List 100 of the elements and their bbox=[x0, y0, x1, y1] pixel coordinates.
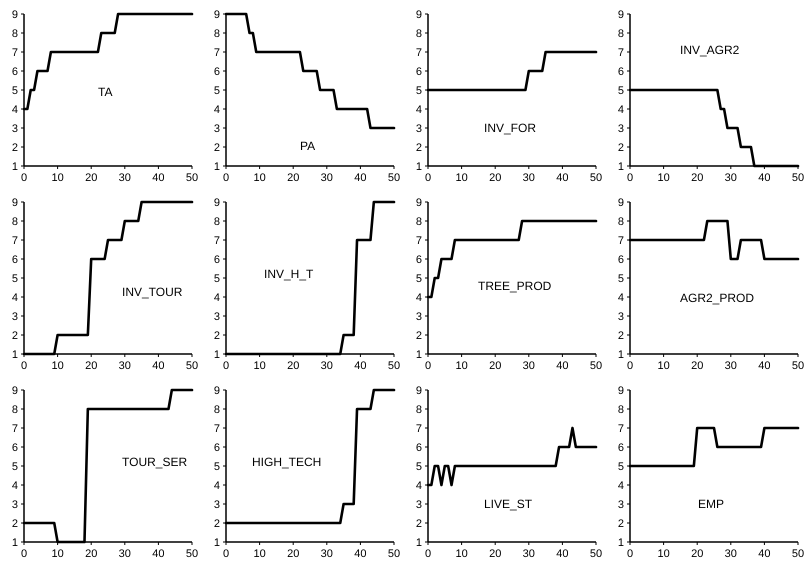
y-tick-label: 8 bbox=[214, 28, 220, 40]
y-tick-label: 1 bbox=[12, 160, 18, 173]
x-tick-label: 0 bbox=[626, 172, 634, 184]
y-tick-label: 9 bbox=[416, 196, 422, 209]
y-tick-label: 1 bbox=[618, 160, 624, 173]
y-tick-label: 8 bbox=[12, 28, 18, 40]
text: INV_H_T bbox=[264, 267, 314, 281]
text: LIVE_ST bbox=[484, 497, 533, 511]
y-tick-label: 2 bbox=[12, 142, 18, 154]
y-tick-label: 9 bbox=[12, 196, 18, 209]
y-tick-label: 4 bbox=[416, 104, 422, 116]
text: INV_AGR2 bbox=[680, 43, 740, 57]
x-tick-label: 10 bbox=[455, 360, 468, 372]
y-tick-label: 9 bbox=[214, 196, 220, 209]
y-tick-label: 7 bbox=[214, 46, 220, 59]
y-tick-label: 4 bbox=[12, 480, 18, 492]
x-tick-label: 10 bbox=[253, 548, 266, 560]
x-tick-label: 50 bbox=[388, 172, 400, 184]
y-tick-label: 1 bbox=[416, 536, 422, 549]
x-tick-label: 30 bbox=[320, 172, 333, 184]
x-tick-label: 50 bbox=[388, 548, 400, 560]
x-tick-label: 0 bbox=[20, 360, 28, 372]
y-tick-label: 7 bbox=[618, 234, 624, 247]
x-tick-label: 0 bbox=[424, 360, 432, 372]
y-tick-label: 5 bbox=[416, 272, 422, 285]
y-tick-label: 2 bbox=[618, 142, 624, 154]
x-tick-label: 50 bbox=[792, 172, 804, 184]
x-tick-label: 30 bbox=[522, 360, 535, 372]
y-tick-label: 5 bbox=[214, 84, 220, 97]
y-tick-label: 9 bbox=[618, 384, 624, 397]
y-tick-label: 7 bbox=[214, 422, 220, 435]
y-tick-label: 2 bbox=[416, 330, 422, 342]
x-tick-label: 10 bbox=[455, 172, 468, 184]
x-tick-label: 20 bbox=[287, 360, 300, 372]
x-tick-label: 10 bbox=[253, 172, 266, 184]
text: TOUR_SER bbox=[122, 455, 188, 469]
x-tick-label: 20 bbox=[85, 360, 98, 372]
x-tick-label: 30 bbox=[724, 172, 737, 184]
y-tick-label: 6 bbox=[416, 66, 422, 78]
y-tick-label: 3 bbox=[618, 498, 624, 511]
x-tick-label: 0 bbox=[222, 548, 230, 560]
y-tick-label: 3 bbox=[214, 122, 220, 135]
y-tick-label: 2 bbox=[214, 518, 220, 530]
x-tick-label: 50 bbox=[186, 360, 198, 372]
x-tick-label: 10 bbox=[455, 548, 468, 560]
y-tick-label: 6 bbox=[12, 442, 18, 454]
text: TREE_PROD bbox=[478, 279, 552, 293]
y-tick-label: 2 bbox=[618, 518, 624, 530]
x-tick-label: 10 bbox=[657, 172, 670, 184]
x-tick-label: 30 bbox=[522, 172, 535, 184]
y-tick-label: 5 bbox=[12, 460, 18, 473]
x-tick-label: 20 bbox=[489, 360, 502, 372]
x-tick-label: 20 bbox=[287, 172, 300, 184]
y-tick-label: 1 bbox=[618, 536, 624, 549]
y-tick-label: 9 bbox=[416, 8, 422, 21]
y-tick-label: 3 bbox=[618, 310, 624, 323]
y-tick-label: 7 bbox=[416, 234, 422, 247]
x-tick-label: 20 bbox=[85, 548, 98, 560]
y-tick-label: 2 bbox=[214, 330, 220, 342]
y-tick-label: 2 bbox=[12, 518, 18, 530]
y-tick-label: 4 bbox=[416, 480, 422, 492]
text: AGR2_PROD bbox=[680, 291, 754, 305]
y-tick-label: 7 bbox=[416, 422, 422, 435]
x-tick-label: 20 bbox=[691, 360, 704, 372]
y-tick-label: 1 bbox=[416, 348, 422, 361]
x-tick-label: 0 bbox=[222, 172, 230, 184]
x-tick-label: 0 bbox=[20, 172, 28, 184]
x-tick-label: 0 bbox=[424, 548, 432, 560]
x-tick-label: 40 bbox=[758, 548, 771, 560]
y-tick-label: 3 bbox=[416, 122, 422, 135]
x-tick-label: 30 bbox=[724, 360, 737, 372]
y-tick-label: 2 bbox=[416, 142, 422, 154]
y-tick-label: 7 bbox=[12, 422, 18, 435]
y-tick-label: 4 bbox=[618, 292, 624, 304]
x-tick-label: 30 bbox=[118, 172, 131, 184]
y-tick-label: 7 bbox=[416, 46, 422, 59]
y-tick-label: 5 bbox=[12, 272, 18, 285]
x-tick-label: 50 bbox=[186, 548, 198, 560]
y-tick-label: 9 bbox=[214, 384, 220, 397]
x-tick-label: 40 bbox=[758, 172, 771, 184]
text: PA bbox=[300, 139, 316, 153]
x-tick-label: 50 bbox=[590, 360, 602, 372]
y-tick-label: 5 bbox=[214, 460, 220, 473]
y-tick-label: 4 bbox=[416, 292, 422, 304]
y-tick-label: 2 bbox=[12, 330, 18, 342]
y-tick-label: 5 bbox=[416, 460, 422, 473]
y-tick-label: 4 bbox=[618, 104, 624, 116]
y-tick-label: 1 bbox=[214, 160, 220, 173]
x-tick-label: 20 bbox=[85, 172, 98, 184]
y-tick-label: 3 bbox=[12, 122, 18, 135]
x-tick-label: 40 bbox=[556, 172, 569, 184]
y-tick-label: 9 bbox=[12, 8, 18, 21]
y-tick-label: 5 bbox=[618, 460, 624, 473]
y-tick-label: 6 bbox=[618, 442, 624, 454]
text: TA bbox=[98, 85, 112, 99]
y-tick-label: 5 bbox=[618, 272, 624, 285]
y-tick-label: 5 bbox=[12, 84, 18, 97]
y-tick-label: 8 bbox=[618, 28, 624, 40]
y-tick-label: 2 bbox=[214, 142, 220, 154]
x-tick-label: 30 bbox=[118, 360, 131, 372]
